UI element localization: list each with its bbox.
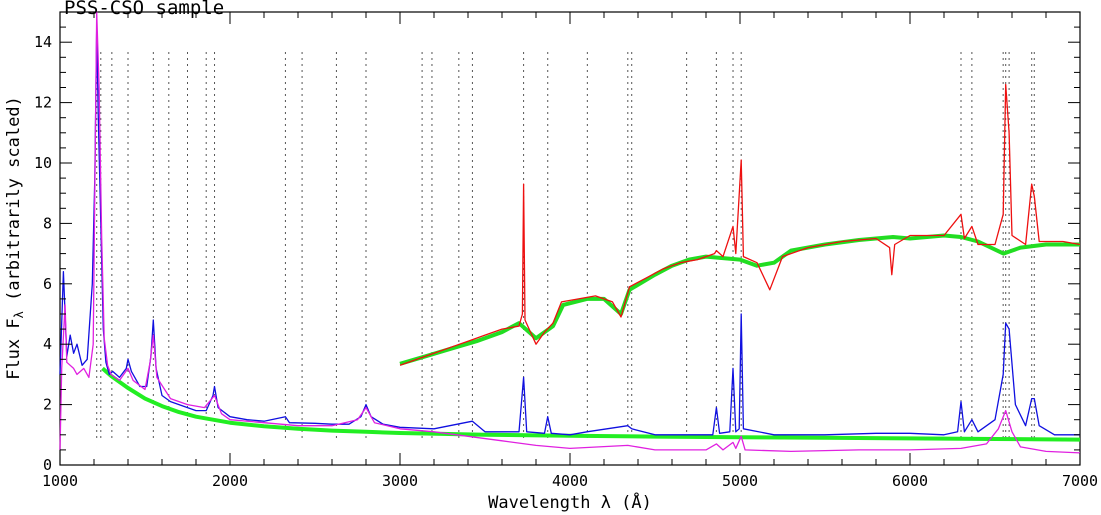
y-tick-label: 0 [43,456,52,474]
y-axis-label: Flux Fλ (arbitrarily scaled) [4,96,26,380]
x-tick-label: 1000 [42,472,78,490]
y-tick-label: 14 [34,33,52,51]
y-tick-label: 10 [34,154,52,172]
series-blue [59,26,1080,436]
x-tick-label: 7000 [1062,472,1098,490]
emission-line-markers [96,52,1035,440]
x-tick-label: 4000 [552,472,588,490]
chart-title: PSS-CSO sample [64,0,225,19]
x-tick-label: 5000 [722,472,758,490]
y-tick-label: 8 [43,214,52,232]
y-tick-label: 2 [43,396,52,414]
x-tick-label: 2000 [212,472,248,490]
series-green-lower [101,366,1081,442]
series-red [399,83,1081,366]
spectrum-series [59,11,1081,454]
y-axis-ticks: 0 2 4 6 8 10 12 14 [34,11,1080,474]
x-tick-label: 3000 [382,472,418,490]
y-tick-label: 4 [43,335,52,353]
y-tick-label: 12 [34,94,52,112]
x-axis-label: Wavelength λ (Å) [488,491,652,513]
series-magenta [59,11,1081,454]
y-tick-label: 6 [43,275,52,293]
x-axis-ticks: 1000 2000 3000 4000 5000 6000 7000 [42,12,1098,490]
series-green-upper [399,233,1080,366]
x-tick-label: 6000 [892,472,928,490]
